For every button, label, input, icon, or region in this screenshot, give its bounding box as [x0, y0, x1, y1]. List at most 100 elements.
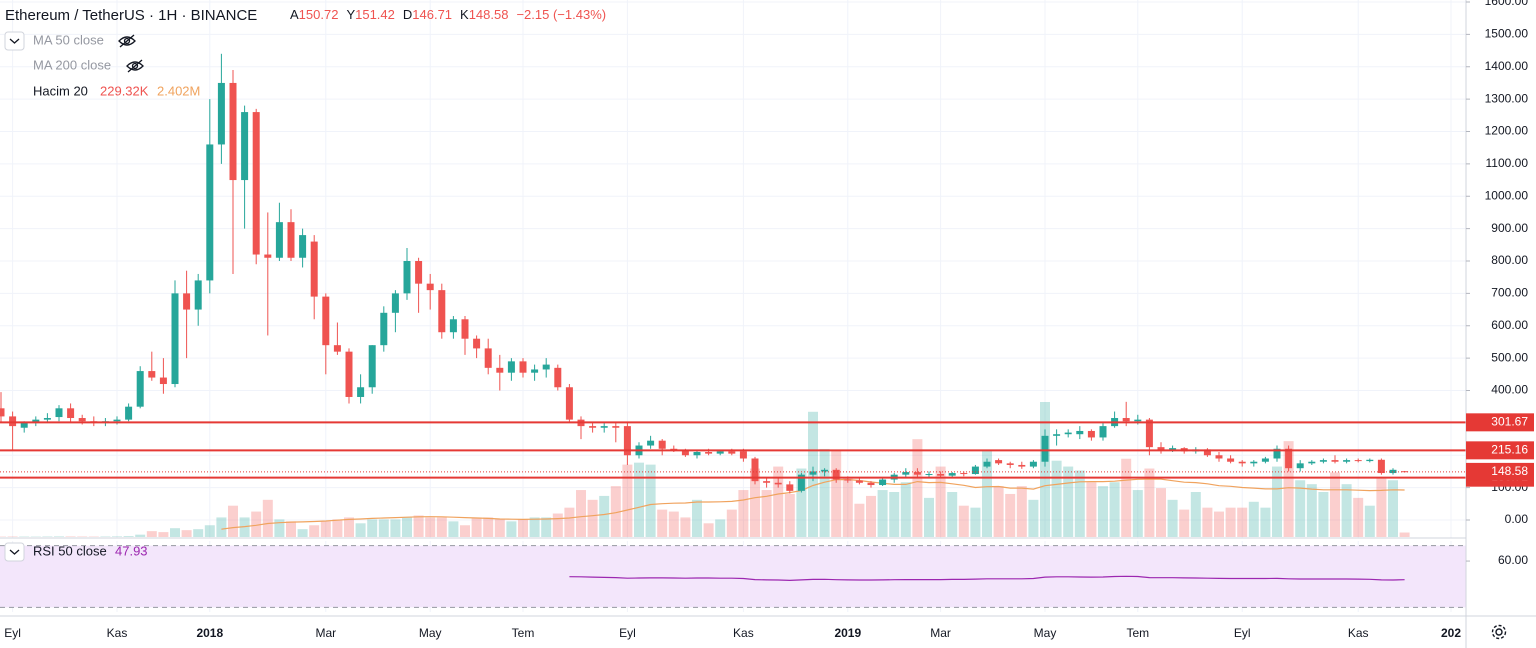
volume-bar [1225, 507, 1236, 537]
volume-bar [297, 529, 308, 537]
candle-body [809, 471, 817, 475]
candle-body [693, 452, 701, 456]
candle-body [937, 474, 945, 476]
settings-icon[interactable] [1491, 624, 1507, 640]
y-tick-label: 800.00 [1491, 253, 1528, 267]
volume-bar [993, 486, 1004, 537]
volume-bar [947, 492, 958, 537]
candle-body [1169, 448, 1177, 451]
candle-body [565, 387, 573, 420]
volume-bar [216, 517, 227, 537]
candle-body [148, 371, 156, 378]
candle-body [1041, 435, 1049, 462]
candle-body [229, 82, 237, 181]
volume-bar [1388, 480, 1398, 537]
candle-body [206, 144, 214, 281]
volume-bar [1248, 501, 1259, 537]
eye-off-icon[interactable] [118, 34, 136, 48]
candle-body [1134, 419, 1142, 422]
ohlc-prefix: Y [346, 7, 355, 22]
volume-bar [645, 464, 656, 537]
candle-body [125, 406, 133, 420]
candle-body [1018, 464, 1026, 467]
candle-body [855, 480, 863, 483]
candle-body [287, 222, 295, 258]
candle-body [1145, 419, 1153, 448]
candle-body [1064, 432, 1072, 435]
volume-bar [912, 439, 923, 537]
ohlc-readout: A150.72 Y151.42 D146.71 K148.58 −2.15 (−1.43… [290, 7, 606, 22]
candle-body [20, 422, 28, 428]
y-tick-label: 1200.00 [1485, 124, 1529, 138]
candle-body [716, 451, 724, 454]
candle-body [1377, 459, 1385, 474]
price-label: 215.16 [1491, 443, 1528, 457]
volume-bar [726, 509, 737, 537]
volume-bar [1144, 468, 1155, 537]
volume-bar [471, 517, 482, 537]
legend-rsi: RSI 50 close [33, 543, 107, 558]
candle-body [1331, 460, 1339, 462]
x-tick-label: Mar [315, 626, 336, 640]
volume-bar [378, 519, 389, 537]
volume-bar [1179, 509, 1190, 537]
candle-body [612, 426, 620, 428]
candle-body [1296, 463, 1304, 469]
volume-bar [413, 515, 424, 537]
volume-ma-line [221, 478, 1405, 530]
volume-bar [367, 519, 378, 537]
volume-bar [924, 497, 934, 537]
volume-bar [483, 517, 494, 537]
candle-body [1076, 430, 1084, 435]
volume-bar [1272, 466, 1282, 537]
legend-toggle[interactable] [4, 31, 25, 51]
chevron-icon [9, 549, 20, 555]
volume-bar [750, 468, 760, 537]
y-tick-label: 600.00 [1491, 318, 1528, 332]
candle-body [1122, 418, 1130, 422]
candle-body [507, 361, 515, 373]
candle-body [948, 473, 956, 476]
candle-body [1343, 460, 1351, 462]
volume-bar [831, 450, 842, 537]
rsi-legend-toggle[interactable] [4, 542, 25, 562]
price-label-box [1466, 413, 1534, 432]
volume-bar [680, 517, 691, 537]
volume-bar [425, 517, 436, 537]
candle-body [496, 367, 504, 373]
candle-body [1157, 447, 1165, 451]
candle-body [925, 474, 933, 476]
volume-bar [262, 499, 273, 537]
volume-bar [842, 478, 853, 537]
candle-body [774, 482, 782, 485]
volume-bar [309, 525, 320, 537]
volume-bar [715, 519, 726, 537]
candle-body [623, 426, 631, 456]
candle-body [1099, 426, 1107, 438]
legend-ma50: MA 50 close [33, 32, 104, 47]
volume-bar [1098, 486, 1108, 537]
rsi-line [569, 575, 1405, 582]
volume-bar [460, 525, 470, 537]
volume-bar [1063, 466, 1074, 537]
volume-bar [634, 462, 644, 537]
volume-bar [135, 534, 146, 537]
x-tick-label: 2018 [196, 626, 223, 640]
candle-body [763, 481, 771, 483]
candle-body [542, 364, 550, 370]
candle-body [681, 450, 689, 456]
candle-body [1087, 430, 1095, 438]
volume-bar [518, 519, 528, 537]
volume-bar [239, 517, 250, 537]
y-tick-label: 1600.00 [1485, 0, 1529, 8]
candle-body [241, 112, 249, 181]
volume-bar [123, 536, 134, 537]
volume-bar [761, 490, 772, 537]
volume-bar [1121, 458, 1132, 537]
volume-bar [877, 490, 888, 537]
symbol-title: Ethereum / TetherUS · 1H · BINANCE [5, 7, 257, 24]
eye-off-icon[interactable] [126, 59, 144, 73]
candle-body [55, 408, 63, 418]
volume-bar [320, 521, 331, 537]
